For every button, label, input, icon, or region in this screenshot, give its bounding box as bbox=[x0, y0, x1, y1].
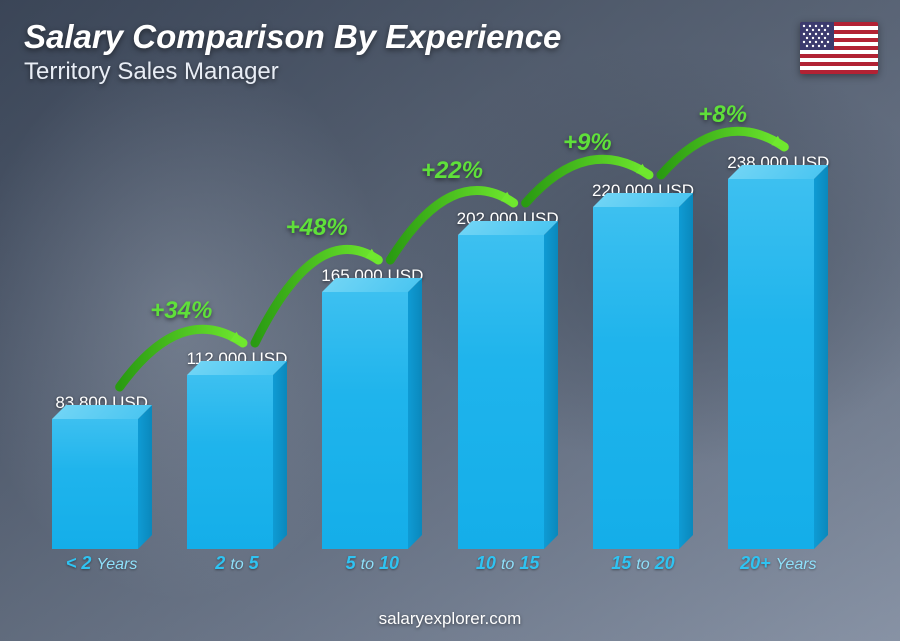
x-label: 2 to 5 bbox=[175, 553, 298, 583]
bar-3d bbox=[458, 235, 558, 549]
pct-label: +8% bbox=[698, 101, 747, 129]
pct-label: +22% bbox=[421, 157, 483, 185]
bar-3: 202,000 USD bbox=[446, 209, 569, 549]
x-label: 15 to 20 bbox=[581, 553, 704, 583]
x-label: 20+ Years bbox=[717, 553, 840, 583]
bar-3d bbox=[593, 207, 693, 549]
x-axis-labels: < 2 Years 2 to 5 5 to 10 10 to 15 15 to 20 20… bbox=[30, 553, 850, 583]
pct-label: +48% bbox=[286, 214, 348, 242]
pct-label: +34% bbox=[150, 297, 212, 325]
bar-5: 238,000 USD bbox=[717, 153, 840, 549]
page-title: Salary Comparison By Experience bbox=[24, 18, 561, 56]
bar-0: 83,800 USD bbox=[40, 393, 163, 549]
bar-3d bbox=[322, 292, 422, 549]
bar-4: 220,000 USD bbox=[581, 181, 704, 549]
bar-1: 112,000 USD bbox=[175, 349, 298, 549]
x-label: 5 to 10 bbox=[311, 553, 434, 583]
salary-bar-chart: 83,800 USD112,000 USD165,000 USD202,000 … bbox=[30, 110, 850, 583]
pct-label: +9% bbox=[563, 129, 612, 157]
footer-site: salaryexplorer.com bbox=[0, 609, 900, 629]
page-subtitle: Territory Sales Manager bbox=[24, 58, 279, 86]
bar-3d bbox=[187, 375, 287, 549]
bar-3d bbox=[728, 179, 828, 549]
us-flag-icon bbox=[800, 22, 878, 74]
x-label: < 2 Years bbox=[40, 553, 163, 583]
infographic-stage: Salary Comparison By Experience Territor… bbox=[0, 0, 900, 641]
x-label: 10 to 15 bbox=[446, 553, 569, 583]
bar-3d bbox=[52, 419, 152, 549]
bar-2: 165,000 USD bbox=[311, 266, 434, 549]
